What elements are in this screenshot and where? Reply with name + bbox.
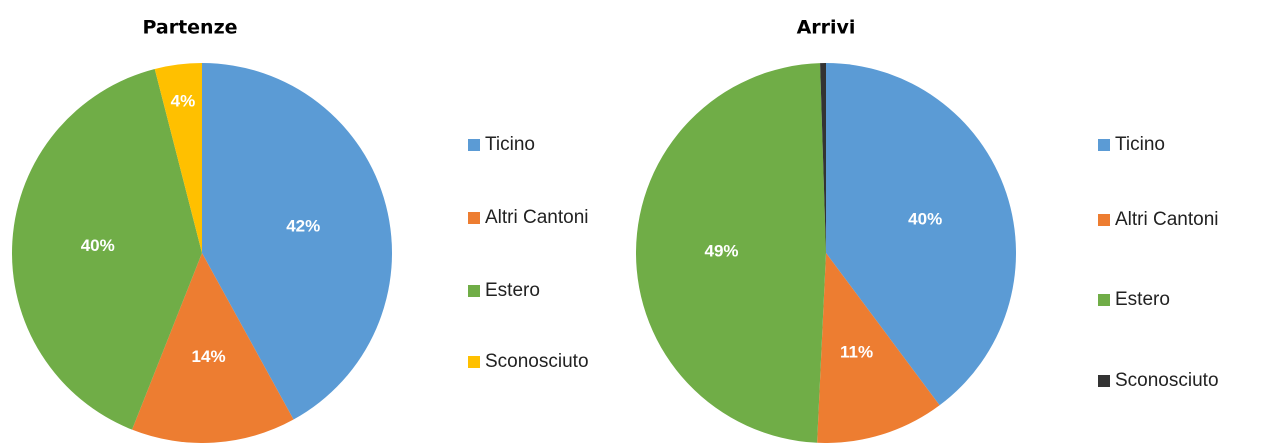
data-label: 14% [192, 347, 226, 366]
legend-label: Estero [485, 280, 540, 301]
data-label: 4% [171, 92, 196, 111]
pie-slice [636, 63, 826, 443]
legend-label: Ticino [485, 134, 535, 155]
data-label: 49% [704, 242, 738, 261]
pie-slice [826, 63, 1017, 406]
legend-swatch [1098, 214, 1110, 226]
legend-label: Estero [1115, 289, 1170, 310]
pie-slice [202, 63, 393, 420]
pie-slice [817, 253, 940, 443]
legend-label: Sconosciuto [485, 351, 589, 372]
legend-label: Sconosciuto [1115, 370, 1219, 391]
legend-swatch [468, 212, 480, 224]
pie-slice [820, 63, 826, 253]
chart-title: Partenze [142, 17, 237, 39]
legend-label: Altri Cantoni [1115, 209, 1219, 230]
pie-slice [11, 68, 202, 430]
pie-slice [132, 253, 294, 443]
legend-swatch [1098, 139, 1110, 151]
legend-swatch [1098, 294, 1110, 306]
data-label: 40% [81, 236, 115, 255]
chart-title: Arrivi [797, 17, 856, 39]
legend-swatch [468, 139, 480, 151]
legend-swatch [468, 356, 480, 368]
data-label: 42% [286, 216, 320, 235]
legend-swatch [468, 285, 480, 297]
data-label: 11% [840, 342, 873, 361]
legend-swatch [1098, 375, 1110, 387]
legend-label: Altri Cantoni [485, 207, 589, 228]
data-label: 40% [908, 210, 942, 229]
pie-slice [154, 63, 202, 253]
legend-label: Ticino [1115, 134, 1165, 155]
